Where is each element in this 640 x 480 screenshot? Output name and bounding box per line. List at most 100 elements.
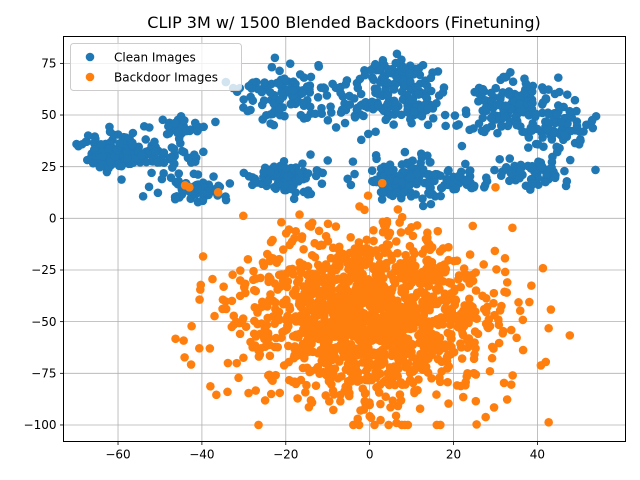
scatter-point: [391, 105, 400, 115]
scatter-point: [208, 274, 217, 284]
scatter-point: [527, 281, 536, 290]
scatter-point: [424, 188, 433, 198]
scatter-point: [379, 311, 388, 320]
scatter-point: [367, 73, 377, 82]
scatter-point: [362, 235, 371, 245]
scatter-point: [331, 255, 340, 265]
scatter-point: [212, 390, 221, 400]
scatter-point: [290, 342, 300, 351]
scatter-point: [345, 294, 355, 304]
scatter-point: [384, 420, 393, 430]
scatter-point: [546, 305, 556, 314]
scatter-point: [320, 84, 330, 93]
scatter-point: [463, 343, 472, 352]
scatter-point: [454, 171, 464, 181]
scatter-point: [358, 384, 368, 393]
scatter-point: [401, 349, 411, 359]
scatter-point: [354, 295, 363, 304]
scatter-point: [254, 352, 264, 361]
scatter-point: [478, 113, 488, 123]
scatter-point: [174, 134, 184, 144]
scatter-point: [490, 165, 499, 175]
scatter-point: [268, 235, 277, 245]
scatter-point: [234, 373, 243, 383]
scatter-point: [481, 412, 490, 422]
scatter-point: [426, 86, 436, 96]
scatter-point: [323, 219, 333, 229]
scatter-point: [446, 320, 455, 330]
scatter-point: [500, 287, 509, 297]
points-layer: [72, 49, 601, 430]
x-tick-label: −20: [273, 448, 298, 462]
scatter-point: [319, 309, 328, 319]
scatter-point: [193, 184, 202, 193]
scatter-point: [472, 420, 481, 429]
scatter-point: [405, 68, 414, 78]
scatter-point: [565, 155, 575, 165]
scatter-point: [461, 159, 470, 169]
scatter-point: [447, 308, 457, 318]
scatter-point: [322, 91, 332, 100]
y-tick-label: −25: [31, 263, 56, 277]
scatter-point: [528, 179, 537, 188]
scatter-point: [375, 380, 385, 390]
scatter-point: [298, 159, 307, 168]
scatter-point: [332, 275, 341, 285]
x-tick-label: 40: [530, 448, 545, 462]
scatter-point: [338, 253, 348, 263]
scatter-point: [376, 399, 385, 409]
scatter-point: [266, 167, 276, 177]
scatter-point: [452, 121, 461, 130]
scatter-point: [555, 87, 564, 97]
scatter-point: [413, 176, 422, 185]
scatter-point: [428, 113, 438, 123]
y-tick-label: 50: [41, 108, 56, 122]
scatter-point: [502, 395, 512, 404]
scatter-point: [486, 113, 496, 123]
scatter-point: [290, 233, 299, 243]
scatter-point: [418, 194, 427, 203]
scatter-point: [421, 300, 430, 309]
scatter-point: [251, 175, 260, 185]
scatter-point: [428, 329, 437, 339]
scatter-point: [178, 146, 187, 156]
scatter-point: [164, 122, 173, 131]
scatter-point: [454, 274, 463, 284]
scatter-point: [399, 63, 409, 73]
scatter-point: [166, 152, 176, 162]
scatter-point: [323, 115, 333, 125]
scatter-point: [225, 179, 235, 188]
scatter-point: [470, 350, 479, 359]
scatter-point: [232, 358, 242, 368]
scatter-point: [273, 178, 283, 188]
scatter-point: [465, 250, 475, 259]
scatter-point: [391, 411, 401, 421]
scatter-point: [360, 70, 370, 80]
scatter-point: [457, 354, 467, 363]
scatter-point: [446, 278, 456, 287]
scatter-point: [373, 100, 383, 110]
scatter-point: [527, 87, 537, 96]
scatter-point: [259, 96, 269, 105]
scatter-point: [289, 314, 299, 324]
scatter-point: [353, 414, 363, 424]
scatter-point: [295, 294, 305, 303]
scatter-point: [239, 211, 248, 221]
scatter-point: [471, 370, 481, 379]
scatter-point: [423, 104, 433, 114]
scatter-point: [235, 329, 245, 339]
scatter-point: [433, 226, 443, 236]
scatter-point: [527, 126, 537, 135]
scatter-point: [239, 353, 248, 363]
scatter-point: [383, 99, 392, 108]
scatter-point: [376, 415, 385, 425]
scatter-point: [323, 156, 333, 165]
scatter-point: [173, 127, 183, 137]
scatter-point: [537, 163, 547, 172]
legend-marker: [85, 52, 95, 62]
scatter-point: [409, 270, 419, 280]
scatter-point: [348, 302, 358, 312]
scatter-point: [270, 53, 280, 63]
y-tick-label: 0: [49, 212, 57, 226]
